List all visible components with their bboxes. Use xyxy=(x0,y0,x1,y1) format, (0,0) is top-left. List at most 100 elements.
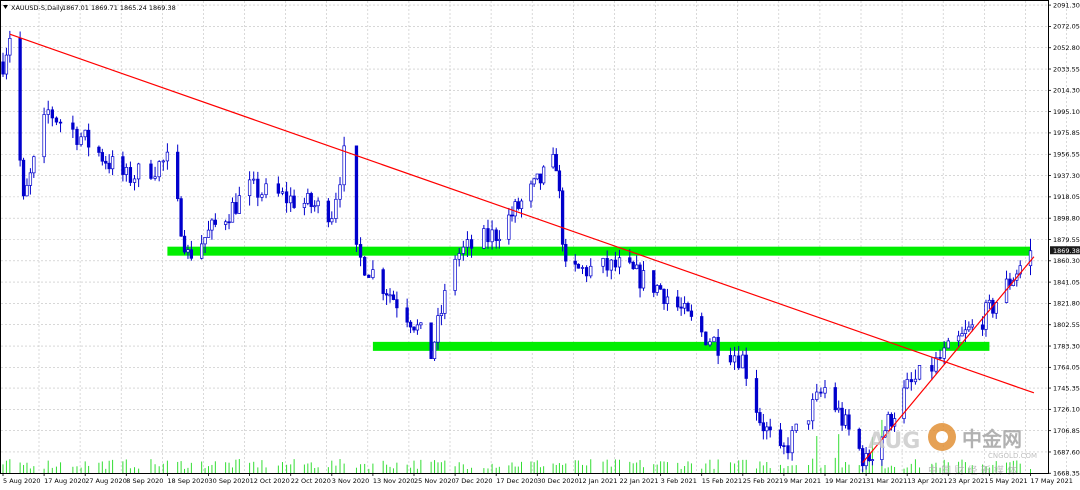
x-tick-label: 18 Sep 2020 xyxy=(167,477,208,485)
y-tick-label: 1898.80 xyxy=(1053,214,1080,222)
candle xyxy=(457,247,461,267)
candle xyxy=(551,147,555,169)
candle xyxy=(252,171,256,185)
candle xyxy=(987,294,992,309)
candle xyxy=(316,197,320,214)
candle xyxy=(330,211,334,225)
candle xyxy=(334,192,338,223)
candle xyxy=(946,337,950,349)
candle xyxy=(532,177,536,188)
candle xyxy=(453,255,457,296)
candle xyxy=(247,171,252,206)
candle xyxy=(930,356,934,381)
candle xyxy=(292,189,296,209)
x-tick-label: 17 Aug 2020 xyxy=(44,477,86,485)
x-tick-label: 22 Jan 2021 xyxy=(620,477,659,485)
support-zone xyxy=(372,341,990,351)
candle xyxy=(289,187,293,212)
candle xyxy=(564,238,568,267)
x-tick-label: 13 Apr 2021 xyxy=(907,477,947,485)
candle xyxy=(815,383,819,402)
candle xyxy=(655,284,659,296)
candle xyxy=(50,106,54,127)
x-tick-label: 7 Dec 2020 xyxy=(455,477,492,485)
candle xyxy=(794,423,798,433)
x-tick-label: 8 Sep 2020 xyxy=(126,477,163,485)
candle xyxy=(136,162,141,188)
y-tick-label: 1764.05 xyxy=(1053,364,1080,372)
candle xyxy=(732,346,737,370)
y-tick-label: 1687.60 xyxy=(1053,448,1080,456)
y-tick-label: 2014.30 xyxy=(1053,87,1080,95)
candle xyxy=(676,289,680,311)
chart-symbol: XAUUSD-S,Daily xyxy=(11,4,64,12)
candle xyxy=(516,197,520,211)
support-zone xyxy=(167,246,1031,256)
candle xyxy=(728,347,733,366)
y-tick-label: 1956.55 xyxy=(1053,151,1080,159)
candle xyxy=(83,129,87,141)
candle xyxy=(8,30,12,63)
candle xyxy=(712,336,716,343)
candle xyxy=(857,427,861,451)
candle xyxy=(601,257,605,274)
candle xyxy=(507,207,511,245)
candle xyxy=(833,382,837,413)
candle xyxy=(75,126,79,151)
candle xyxy=(638,262,642,298)
candle xyxy=(408,320,413,334)
candle xyxy=(4,47,9,80)
candle xyxy=(149,159,153,180)
candle xyxy=(557,164,562,199)
y-tick-label: 1937.30 xyxy=(1053,172,1080,180)
candle xyxy=(741,350,745,369)
candle xyxy=(97,145,101,157)
candle xyxy=(1004,270,1009,304)
candle xyxy=(497,230,502,249)
candle xyxy=(260,192,264,202)
candle xyxy=(617,249,622,275)
candle xyxy=(837,400,841,413)
candle xyxy=(967,321,971,332)
candle xyxy=(823,380,827,399)
x-tick-label: 12 Oct 2020 xyxy=(250,477,290,485)
candle xyxy=(46,100,50,124)
x-tick-label: 22 Oct 2020 xyxy=(291,477,331,485)
candle xyxy=(758,407,762,426)
candle xyxy=(886,411,890,434)
candle xyxy=(819,387,823,397)
candle xyxy=(432,341,437,361)
y-axis: 2091.30 2072.05 2052.80 2033.55 2014.30 1995.… xyxy=(1048,1,1080,478)
watermark-slogan: 中 国 财 经 新 媒 体 xyxy=(928,464,1017,477)
candle xyxy=(708,338,712,347)
chart-ohlc: 1867.01 1869.71 1865.24 1869.38 xyxy=(62,4,176,12)
x-tick-label: 23 Apr 2021 xyxy=(948,477,988,485)
candle xyxy=(980,316,985,336)
candle xyxy=(256,171,260,207)
candle xyxy=(938,349,942,361)
candle xyxy=(443,283,447,320)
candle xyxy=(704,331,708,346)
candle xyxy=(176,144,180,202)
candle xyxy=(436,307,440,350)
volume-bars xyxy=(2,419,1031,473)
candle xyxy=(589,258,593,279)
candle xyxy=(956,330,961,348)
y-tick-label: 2052.80 xyxy=(1053,44,1080,52)
candle xyxy=(461,240,465,261)
candle xyxy=(790,425,794,461)
candle xyxy=(100,148,104,166)
candle xyxy=(200,234,204,260)
candle xyxy=(280,187,285,196)
candle xyxy=(313,200,317,212)
candle xyxy=(58,119,63,133)
candle xyxy=(276,176,281,197)
candle xyxy=(535,173,539,181)
x-tick-label: 13 Nov 2020 xyxy=(373,477,415,485)
trendline xyxy=(862,256,1035,463)
x-tick-label: 17 May 2021 xyxy=(1031,477,1073,485)
candle xyxy=(576,263,581,269)
watermark-brand: 中金网 xyxy=(962,427,1022,451)
candle xyxy=(306,188,310,206)
candle xyxy=(737,345,741,370)
